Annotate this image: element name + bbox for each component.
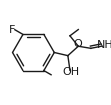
Text: F: F (9, 25, 15, 35)
Text: O: O (73, 39, 82, 49)
Text: NH: NH (97, 40, 111, 50)
Text: OH: OH (62, 67, 79, 77)
